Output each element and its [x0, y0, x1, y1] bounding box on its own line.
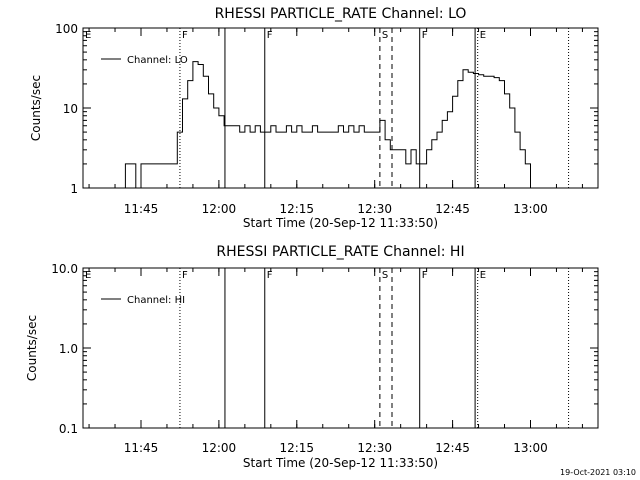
- series-line-0: [83, 61, 557, 189]
- flag-label: F: [267, 270, 273, 281]
- x-tick-label: 11:45: [124, 441, 159, 455]
- flag-label: S: [382, 270, 388, 281]
- x-tick-label: 12:15: [279, 441, 314, 455]
- y-tick-label: 10.0: [51, 262, 78, 276]
- flag-label: F: [422, 30, 428, 41]
- x-tick-label: 12:30: [357, 441, 392, 455]
- x-tick-label: 12:00: [202, 202, 237, 216]
- x-tick-label: 12:30: [357, 202, 392, 216]
- flag-label: E: [480, 270, 486, 281]
- x-tick-label: 13:00: [513, 441, 548, 455]
- legend-label: Channel: HI: [127, 295, 185, 306]
- chart-panel-lo: RHESSI PARTICLE_RATE Channel: LO Counts/s…: [29, 6, 599, 230]
- footer-timestamp: 19-Oct-2021 03:10: [560, 468, 636, 477]
- y-tick-label: 0.1: [59, 422, 78, 436]
- x-tick-label: 12:15: [279, 202, 314, 216]
- flag-label: F: [422, 270, 428, 281]
- flag-label: S: [382, 30, 388, 41]
- y-axis-label: Counts/sec: [29, 75, 43, 141]
- flag-label: E: [85, 30, 91, 41]
- chart-title: RHESSI PARTICLE_RATE Channel: LO: [215, 6, 467, 22]
- x-tick-label: 11:45: [124, 202, 159, 216]
- x-tick-label: 12:45: [435, 202, 470, 216]
- x-tick-label: 13:00: [513, 202, 548, 216]
- chart-panel-hi: RHESSI PARTICLE_RATE Channel: HI Counts/s…: [25, 244, 599, 470]
- flag-label: F: [182, 30, 188, 41]
- x-axis-label: Start Time (20-Sep-12 11:33:50): [243, 216, 438, 230]
- legend-label: Channel: LO: [127, 55, 188, 66]
- x-axis-label: Start Time (20-Sep-12 11:33:50): [243, 456, 438, 470]
- plot-frame: [82, 267, 599, 429]
- y-tick-label: 1: [70, 182, 78, 196]
- flag-label: F: [267, 30, 273, 41]
- flag-label: E: [480, 30, 486, 41]
- y-tick-label: 100: [55, 22, 78, 36]
- y-tick-label: 10: [63, 102, 78, 116]
- chart-title: RHESSI PARTICLE_RATE Channel: HI: [216, 244, 464, 260]
- flag-label: E: [85, 270, 91, 281]
- y-tick-label: 1.0: [59, 342, 78, 356]
- y-axis-label: Counts/sec: [25, 315, 39, 381]
- x-tick-label: 12:45: [435, 441, 470, 455]
- flag-label: F: [182, 270, 188, 281]
- x-tick-label: 12:00: [202, 441, 237, 455]
